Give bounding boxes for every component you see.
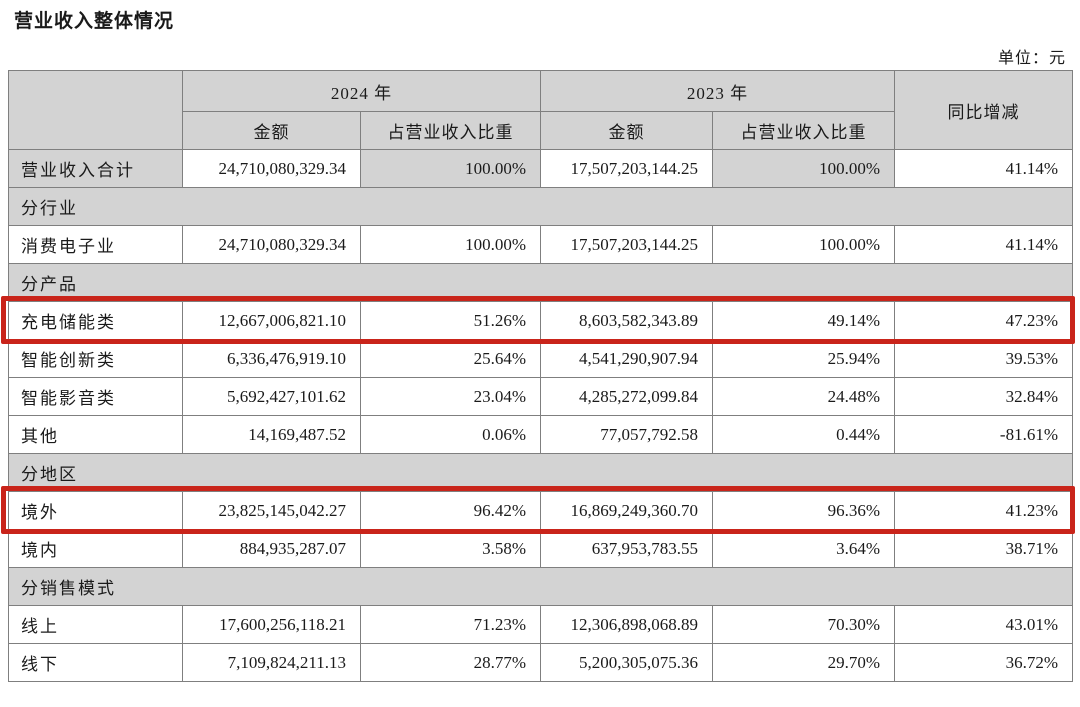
amount-2024-cell: 5,692,427,101.62 — [182, 377, 361, 416]
section-row: 分销售模式 — [8, 567, 1073, 606]
table-row: 线下 7,109,824,211.13 28.77% 5,200,305,075.36… — [8, 643, 1073, 682]
row-label: 境外 — [8, 491, 183, 530]
section-row: 分行业 — [8, 187, 1073, 226]
yoy-cell: 39.53% — [894, 339, 1073, 378]
yoy-cell: -81.61% — [894, 415, 1073, 454]
ratio-2023-cell: 24.48% — [712, 377, 895, 416]
yoy-cell: 41.14% — [894, 149, 1073, 188]
ratio-2023-cell: 49.14% — [712, 301, 895, 340]
ratio-2024-cell: 100.00% — [360, 149, 541, 188]
table-row: 境内 884,935,287.07 3.58% 637,953,783.55 3.64%… — [8, 529, 1073, 568]
amount-2023-cell: 8,603,582,343.89 — [540, 301, 713, 340]
ratio-2024-cell: 28.77% — [360, 643, 541, 682]
table-row: 其他 14,169,487.52 0.06% 77,057,792.58 0.44% -8… — [8, 415, 1073, 454]
section-label: 分销售模式 — [8, 567, 1073, 606]
page-title: 营业收入整体情况 — [14, 11, 175, 32]
ratio-2023-cell: 0.44% — [712, 415, 895, 454]
amount-2023-cell: 17,507,203,144.25 — [540, 149, 713, 188]
col-header-amount-2023: 金额 — [540, 111, 713, 150]
amount-2023-cell: 17,507,203,144.25 — [540, 225, 713, 264]
col-header-amount-2024: 金额 — [182, 111, 361, 150]
amount-2024-cell: 884,935,287.07 — [182, 529, 361, 568]
section-label: 分行业 — [8, 187, 1073, 226]
amount-2024-cell: 24,710,080,329.34 — [182, 149, 361, 188]
amount-2024-cell: 12,667,006,821.10 — [182, 301, 361, 340]
col-header-ratio-2023: 占营业收入比重 — [712, 111, 895, 150]
ratio-2023-cell: 29.70% — [712, 643, 895, 682]
ratio-2024-cell: 71.23% — [360, 605, 541, 644]
yoy-cell: 38.71% — [894, 529, 1073, 568]
amount-2023-cell: 12,306,898,068.89 — [540, 605, 713, 644]
ratio-2023-cell: 3.64% — [712, 529, 895, 568]
ratio-2024-cell: 96.42% — [360, 491, 541, 530]
amount-2023-cell: 16,869,249,360.70 — [540, 491, 713, 530]
yoy-cell: 32.84% — [894, 377, 1073, 416]
amount-2024-cell: 23,825,145,042.27 — [182, 491, 361, 530]
section-label: 分产品 — [8, 263, 1073, 302]
row-label: 线上 — [8, 605, 183, 644]
table-row: 智能创新类 6,336,476,919.10 25.64% 4,541,290,907… — [8, 339, 1073, 378]
col-header-2024: 2024 年 — [182, 70, 541, 112]
table-row: 线上 17,600,256,118.21 71.23% 12,306,898,068.… — [8, 605, 1073, 644]
row-label: 消费电子业 — [8, 225, 183, 264]
col-header-yoy: 同比增减 — [894, 70, 1073, 150]
row-label: 其他 — [8, 415, 183, 454]
row-label: 充电储能类 — [8, 301, 183, 340]
table-wrap: 2024 年 2023 年 同比增减 金额 占营业收入比重 金额 占营业收入比重… — [1, 70, 1075, 682]
yoy-cell: 36.72% — [894, 643, 1073, 682]
col-header-2023: 2023 年 — [540, 70, 895, 112]
header-row-metrics: 金额 占营业收入比重 金额 占营业收入比重 — [9, 111, 1073, 150]
yoy-cell: 41.14% — [894, 225, 1073, 264]
ratio-2024-cell: 0.06% — [360, 415, 541, 454]
corner-cell — [8, 70, 183, 150]
table-row: 消费电子业 24,710,080,329.34 100.00% 17,507,203,… — [8, 225, 1073, 264]
ratio-2024-cell: 100.00% — [360, 225, 541, 264]
yoy-cell: 43.01% — [894, 605, 1073, 644]
row-label: 线下 — [8, 643, 183, 682]
ratio-2023-cell: 96.36% — [712, 491, 895, 530]
amount-2024-cell: 24,710,080,329.34 — [182, 225, 361, 264]
amount-2024-cell: 14,169,487.52 — [182, 415, 361, 454]
col-header-ratio-2024: 占营业收入比重 — [360, 111, 541, 150]
row-label: 智能创新类 — [8, 339, 183, 378]
table-row: 境外 23,825,145,042.27 96.42% 16,869,249,360.… — [8, 491, 1073, 530]
row-label: 智能影音类 — [8, 377, 183, 416]
revenue-table: 2024 年 2023 年 同比增减 金额 占营业收入比重 金额 占营业收入比重… — [8, 70, 1073, 682]
amount-2024-cell: 17,600,256,118.21 — [182, 605, 361, 644]
section-row: 分地区 — [8, 453, 1073, 492]
table-row: 智能影音类 5,692,427,101.62 23.04% 4,285,272,099… — [8, 377, 1073, 416]
amount-2023-cell: 77,057,792.58 — [540, 415, 713, 454]
amount-2024-cell: 6,336,476,919.10 — [182, 339, 361, 378]
section-row: 分产品 — [8, 263, 1073, 302]
ratio-2024-cell: 3.58% — [360, 529, 541, 568]
amount-2023-cell: 637,953,783.55 — [540, 529, 713, 568]
ratio-2024-cell: 23.04% — [360, 377, 541, 416]
section-label: 分地区 — [8, 453, 1073, 492]
row-label: 营业收入合计 — [8, 149, 183, 188]
ratio-2023-cell: 70.30% — [712, 605, 895, 644]
table-body: 营业收入合计 24,710,080,329.34 100.00% 17,507,203… — [8, 149, 1073, 682]
unit-label: 单位：元 — [997, 50, 1066, 67]
table-row: 充电储能类 12,667,006,821.10 51.26% 8,603,582,34… — [8, 301, 1073, 340]
header-row-years: 2024 年 2023 年 同比增减 — [8, 70, 1073, 150]
ratio-2023-cell: 25.94% — [712, 339, 895, 378]
ratio-2024-cell: 51.26% — [360, 301, 541, 340]
table-row: 营业收入合计 24,710,080,329.34 100.00% 17,507,203… — [8, 149, 1073, 188]
row-label: 境内 — [8, 529, 183, 568]
amount-2024-cell: 7,109,824,211.13 — [182, 643, 361, 682]
ratio-2023-cell: 100.00% — [712, 225, 895, 264]
amount-2023-cell: 5,200,305,075.36 — [540, 643, 713, 682]
ratio-2024-cell: 25.64% — [360, 339, 541, 378]
ratio-2023-cell: 100.00% — [712, 149, 895, 188]
yoy-cell: 47.23% — [894, 301, 1073, 340]
yoy-cell: 41.23% — [894, 491, 1073, 530]
amount-2023-cell: 4,541,290,907.94 — [540, 339, 713, 378]
amount-2023-cell: 4,285,272,099.84 — [540, 377, 713, 416]
